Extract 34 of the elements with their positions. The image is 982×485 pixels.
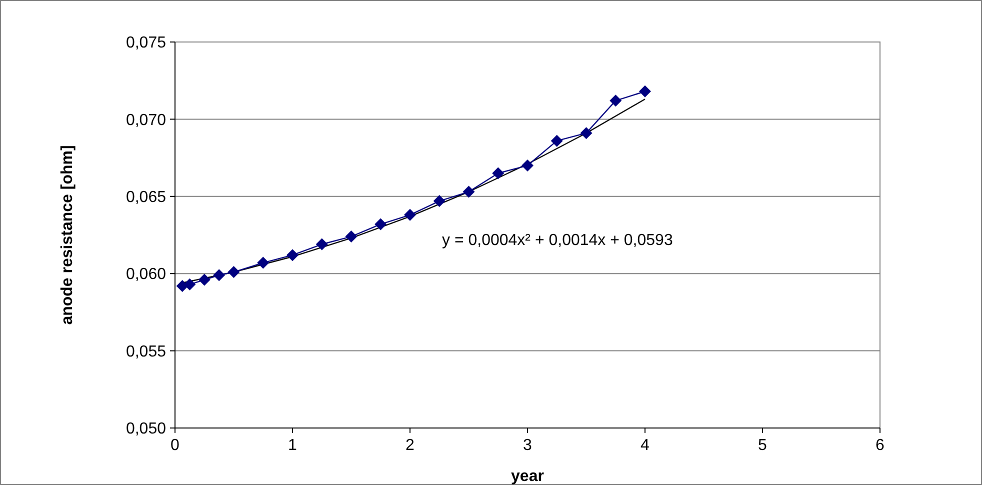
point	[345, 230, 358, 243]
point	[580, 127, 592, 140]
point	[639, 85, 651, 98]
point	[462, 186, 475, 198]
point	[257, 256, 270, 269]
point	[433, 195, 446, 208]
y-tick-label: 0,070	[126, 112, 166, 129]
point	[522, 160, 534, 172]
x-axis-title: year	[511, 468, 544, 485]
y-tick-label: 0,050	[126, 420, 166, 438]
y-tick-label: 0,075	[126, 34, 166, 52]
y-tick-label: 0,055	[126, 343, 166, 360]
point	[374, 218, 387, 230]
point	[316, 238, 328, 250]
y-tick-label: 0,065	[126, 189, 166, 206]
x-tick-label: 1	[288, 437, 298, 454]
point	[228, 266, 240, 278]
x-tick-label: 0	[170, 437, 180, 454]
point	[198, 274, 210, 286]
y-axis-title: anode resistance [ohm]	[59, 145, 76, 325]
point	[550, 134, 563, 147]
point	[213, 269, 226, 282]
x-tick-label: 4	[640, 437, 650, 454]
annotation: y = 0,0004x² + 0,0014x + 0,0593	[442, 232, 673, 249]
point	[184, 278, 196, 290]
point	[286, 249, 298, 262]
y-tick-label: 0,060	[126, 266, 166, 284]
x-tick-label: 5	[758, 437, 768, 454]
x-tick-label: 3	[523, 437, 532, 454]
point	[404, 208, 416, 221]
point	[610, 94, 622, 107]
x-tick-label: 2	[406, 437, 415, 454]
point	[492, 167, 504, 180]
x-tick-label: 6	[876, 437, 885, 454]
